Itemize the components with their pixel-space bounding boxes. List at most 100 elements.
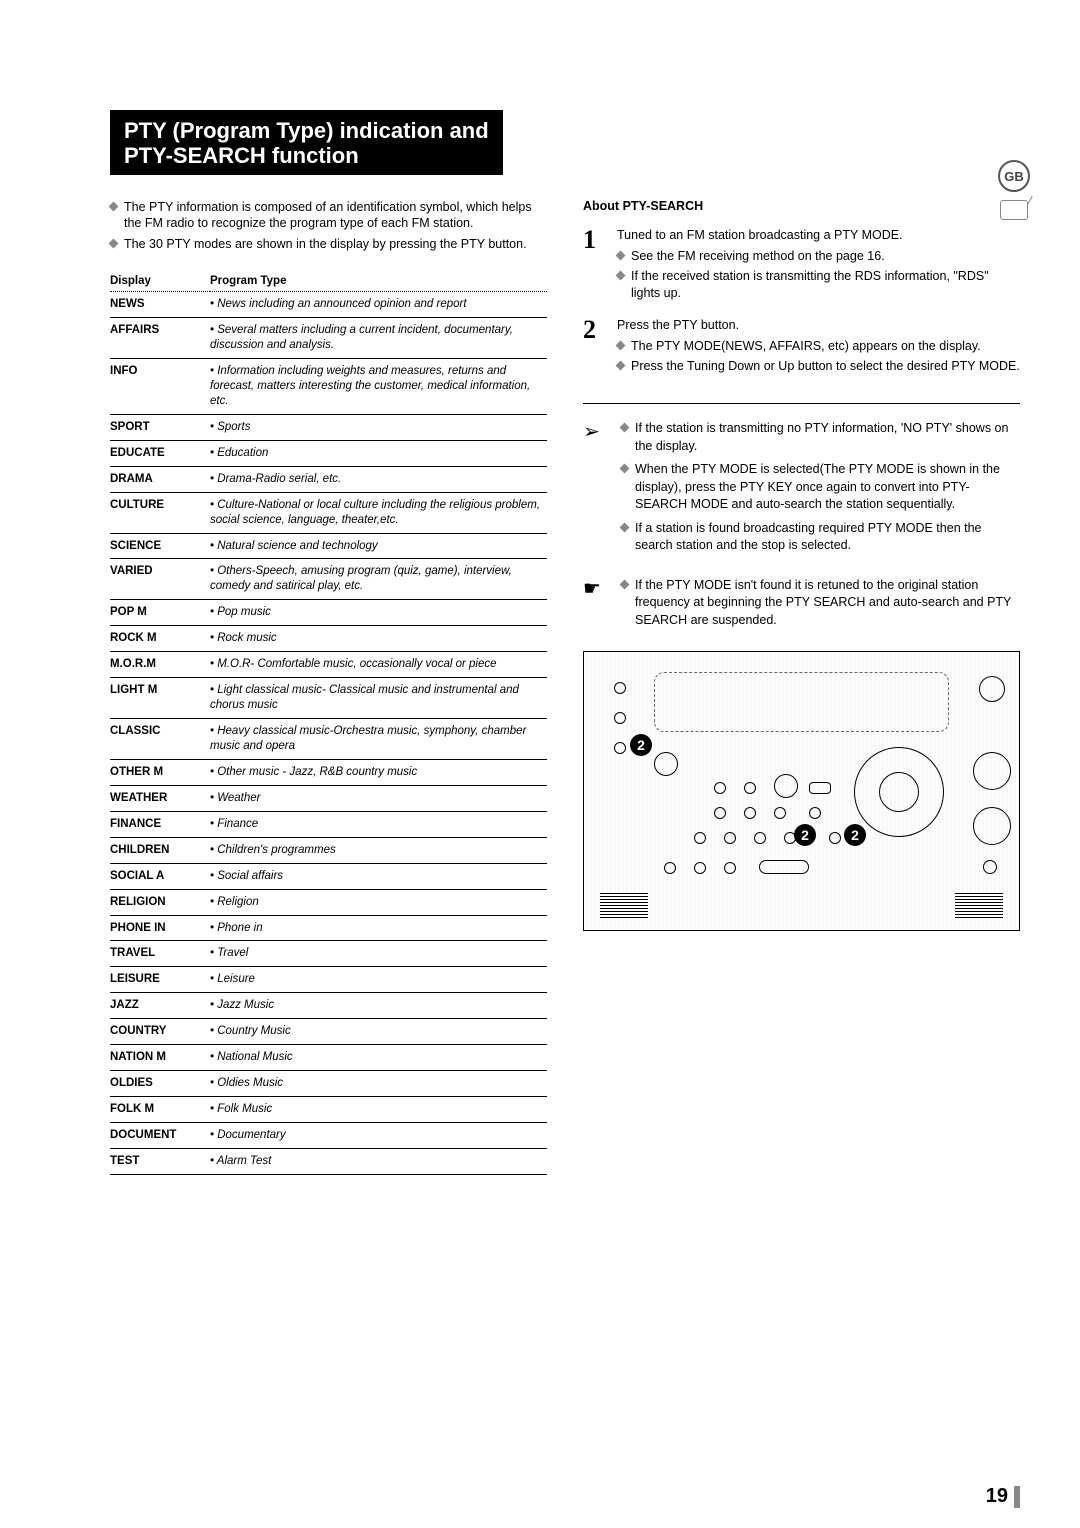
pty-table: Display Program Type NEWS• News includin… — [110, 271, 547, 1175]
table-row: VARIED• Others-Speech, amusing program (… — [110, 559, 547, 600]
table-row: LIGHT M• Light classical music- Classica… — [110, 678, 547, 719]
table-row: OTHER M• Other music - Jazz, R&B country… — [110, 759, 547, 785]
table-row: AFFAIRS• Several matters including a cur… — [110, 318, 547, 359]
program-type-cell: • Jazz Music — [210, 993, 547, 1019]
display-cell: WEATHER — [110, 785, 210, 811]
display-cell: COUNTRY — [110, 1019, 210, 1045]
hand-note-block: ☛ If the PTY MODE isn't found it is retu… — [583, 577, 1020, 636]
title-line1: PTY (Program Type) indication and — [124, 118, 489, 143]
program-type-cell: • Pop music — [210, 600, 547, 626]
program-type-cell: • Documentary — [210, 1123, 547, 1149]
display-cell: PHONE IN — [110, 915, 210, 941]
step-sub: See the FM receiving method on the page … — [631, 249, 885, 263]
display-cell: CLASSIC — [110, 719, 210, 760]
program-type-cell: • Drama-Radio serial, etc. — [210, 466, 547, 492]
display-cell: AFFAIRS — [110, 318, 210, 359]
callout: 2 — [794, 824, 816, 846]
display-cell: POP M — [110, 600, 210, 626]
program-type-cell: • Country Music — [210, 1019, 547, 1045]
table-row: NATION M• National Music — [110, 1045, 547, 1071]
program-type-cell: • Natural science and technology — [210, 533, 547, 559]
table-row: DRAMA• Drama-Radio serial, etc. — [110, 466, 547, 492]
program-type-cell: • Culture-National or local culture incl… — [210, 492, 547, 533]
table-row: WEATHER• Weather — [110, 785, 547, 811]
program-type-cell: • News including an announced opinion an… — [210, 292, 547, 318]
program-type-cell: • Several matters including a current in… — [210, 318, 547, 359]
table-row: CHILDREN• Children's programmes — [110, 837, 547, 863]
hand-note: If the PTY MODE isn't found it is retune… — [635, 578, 1011, 627]
table-row: PHONE IN• Phone in — [110, 915, 547, 941]
table-row: FOLK M• Folk Music — [110, 1097, 547, 1123]
table-row: POP M• Pop music — [110, 600, 547, 626]
table-row: FINANCE• Finance — [110, 811, 547, 837]
program-type-cell: • Others-Speech, amusing program (quiz, … — [210, 559, 547, 600]
gb-badge: GB — [998, 160, 1030, 192]
display-cell: DRAMA — [110, 466, 210, 492]
display-cell: SOCIAL A — [110, 863, 210, 889]
program-type-cell: • Rock music — [210, 626, 547, 652]
program-type-cell: • Children's programmes — [210, 837, 547, 863]
display-cell: NEWS — [110, 292, 210, 318]
program-type-cell: • Information including weights and meas… — [210, 359, 547, 415]
display-cell: OLDIES — [110, 1071, 210, 1097]
program-type-cell: • Alarm Test — [210, 1148, 547, 1174]
table-row: INFO• Information including weights and … — [110, 359, 547, 415]
callout: 2 — [844, 824, 866, 846]
step: 2 Press the PTY button. The PTY MODE(NEW… — [583, 317, 1020, 376]
table-row: EDUCATE• Education — [110, 440, 547, 466]
display-cell: VARIED — [110, 559, 210, 600]
table-row: JAZZ• Jazz Music — [110, 993, 547, 1019]
program-type-cell: • Social affairs — [210, 863, 547, 889]
program-type-cell: • Travel — [210, 941, 547, 967]
step-sub: If the received station is transmitting … — [631, 269, 989, 301]
display-cell: INFO — [110, 359, 210, 415]
table-row: CULTURE• Culture-National or local cultu… — [110, 492, 547, 533]
table-row: SCIENCE• Natural science and technology — [110, 533, 547, 559]
display-cell: EDUCATE — [110, 440, 210, 466]
step-number: 2 — [583, 317, 605, 376]
display-cell: RELIGION — [110, 889, 210, 915]
device-illustration: 2 2 2 — [583, 651, 1020, 931]
display-cell: ROCK M — [110, 626, 210, 652]
program-type-cell: • Oldies Music — [210, 1071, 547, 1097]
display-cell: CULTURE — [110, 492, 210, 533]
table-row: LEISURE• Leisure — [110, 967, 547, 993]
hand-icon: ☛ — [583, 577, 609, 597]
table-row: NEWS• News including an announced opinio… — [110, 292, 547, 318]
about-heading: About PTY-SEARCH — [583, 199, 1020, 213]
table-row: ROCK M• Rock music — [110, 626, 547, 652]
step-number: 1 — [583, 227, 605, 303]
intro-item: The 30 PTY modes are shown in the displa… — [110, 236, 547, 253]
radio-icon — [1000, 200, 1028, 220]
display-cell: TEST — [110, 1148, 210, 1174]
program-type-cell: • Heavy classical music-Orchestra music,… — [210, 719, 547, 760]
display-cell: LIGHT M — [110, 678, 210, 719]
col-program-type: Program Type — [210, 271, 547, 292]
program-type-cell: • Education — [210, 440, 547, 466]
arrow-note-block: ➢ If the station is transmitting no PTY … — [583, 420, 1020, 561]
table-row: SOCIAL A• Social affairs — [110, 863, 547, 889]
step-sub: Press the Tuning Down or Up button to se… — [631, 359, 1020, 373]
display-cell: M.O.R.M — [110, 652, 210, 678]
program-type-cell: • Other music - Jazz, R&B country music — [210, 759, 547, 785]
table-row: TRAVEL• Travel — [110, 941, 547, 967]
region-badge: GB — [998, 160, 1030, 220]
arrow-note: When the PTY MODE is selected(The PTY MO… — [635, 462, 1000, 511]
table-row: TEST• Alarm Test — [110, 1148, 547, 1174]
arrow-note: If the station is transmitting no PTY in… — [635, 421, 1008, 453]
callout: 2 — [630, 734, 652, 756]
program-type-cell: • Phone in — [210, 915, 547, 941]
arrow-note: If a station is found broadcasting requi… — [635, 521, 982, 553]
display-cell: CHILDREN — [110, 837, 210, 863]
program-type-cell: • Religion — [210, 889, 547, 915]
step-text: Press the PTY button. — [617, 318, 739, 332]
display-cell: FINANCE — [110, 811, 210, 837]
page-number: 19 — [986, 1485, 1020, 1508]
display-cell: OTHER M — [110, 759, 210, 785]
intro-item: The PTY information is composed of an id… — [110, 199, 547, 233]
step-text: Tuned to an FM station broadcasting a PT… — [617, 228, 903, 242]
display-cell: FOLK M — [110, 1097, 210, 1123]
display-cell: SCIENCE — [110, 533, 210, 559]
intro-list: The PTY information is composed of an id… — [110, 199, 547, 254]
section-title: PTY (Program Type) indication and PTY-SE… — [110, 110, 503, 175]
